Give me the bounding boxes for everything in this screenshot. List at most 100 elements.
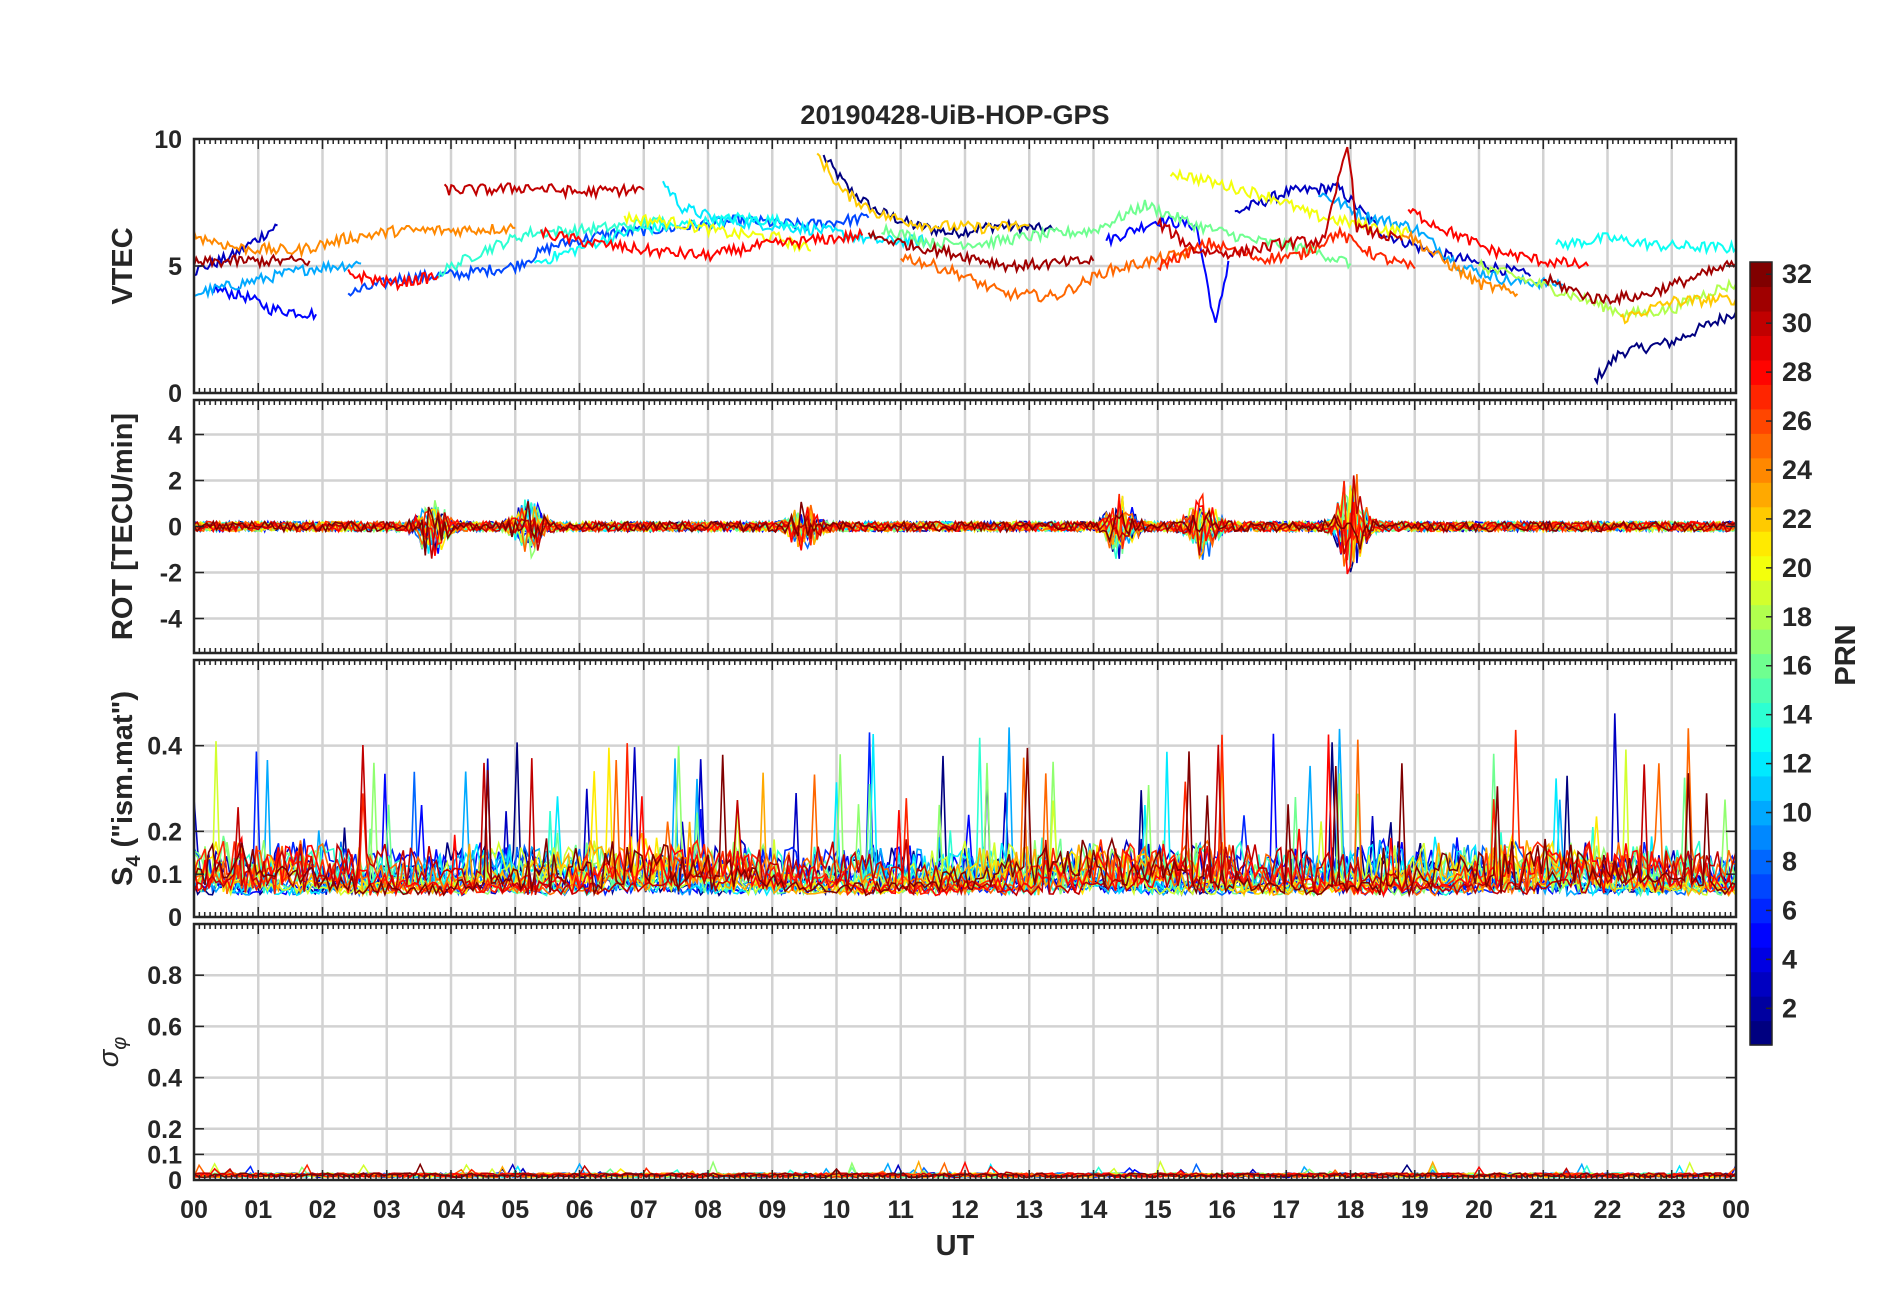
vtec-line-prn-28 xyxy=(1407,207,1590,270)
y-tick-label: 0.1 xyxy=(147,861,182,889)
x-tick-label: 07 xyxy=(630,1196,658,1224)
colorbar-band xyxy=(1750,433,1772,459)
colorbar-band xyxy=(1750,653,1772,679)
colorbar-frame xyxy=(1749,261,1773,1046)
colorbar-tick-label: 6 xyxy=(1782,895,1797,925)
x-tick-label: 17 xyxy=(1272,1196,1300,1224)
panel-frame xyxy=(192,658,1738,919)
colorbar-band xyxy=(1750,555,1772,581)
colorbar-band xyxy=(1750,800,1772,826)
vtec-line-prn-31 xyxy=(193,253,311,270)
colorbar-band xyxy=(1750,408,1772,434)
x-tick-label: 00 xyxy=(1722,1196,1750,1224)
x-tick-label: 12 xyxy=(951,1196,979,1224)
chart-title: 20190428-UiB-HOP-GPS xyxy=(800,100,1109,130)
colorbar-band xyxy=(1750,775,1772,801)
y-tick-label: 4 xyxy=(168,422,182,450)
y-tick-label: 0.8 xyxy=(147,962,182,990)
colorbar-band xyxy=(1750,726,1772,752)
x-tick-label: 10 xyxy=(823,1196,851,1224)
colorbar-band xyxy=(1750,824,1772,850)
y-axis-title-rot: ROT [TECU/min] xyxy=(107,413,139,640)
vtec-line-prn-31 xyxy=(867,229,1095,275)
colorbar-tick-label: 22 xyxy=(1782,504,1812,534)
x-tick-label: 11 xyxy=(888,1196,915,1224)
colorbar-band xyxy=(1750,531,1772,557)
x-tick-label: 16 xyxy=(1208,1196,1236,1224)
colorbar-band xyxy=(1750,604,1772,630)
s4-line-prn-28 xyxy=(193,734,1737,898)
colorbar-band xyxy=(1750,629,1772,655)
y-axis-title-sub: φ xyxy=(109,1037,131,1050)
colorbar-band xyxy=(1750,849,1772,875)
x-tick-label: 18 xyxy=(1337,1196,1365,1224)
colorbar-band xyxy=(1750,384,1772,410)
vtec-line-prn-3 xyxy=(193,223,278,277)
y-tick-label: 0.4 xyxy=(147,733,182,761)
vtec-line-prn-22 xyxy=(1619,292,1737,325)
y-axis-title-vtec: VTEC xyxy=(107,227,139,304)
x-axis: 00 01 02 03 04 05 06 07 08 09 10 11 12 13 14 15 16 17 18 19… xyxy=(180,1196,1750,1224)
series-group xyxy=(193,474,1737,575)
panel-frame xyxy=(192,137,1738,395)
y-tick-label: 0.6 xyxy=(147,1013,182,1041)
y-tick-label: 0.2 xyxy=(147,1116,182,1144)
vtec-line-prn-22 xyxy=(816,152,1030,235)
colorbar-band xyxy=(1750,335,1772,361)
y-tick-label: 10 xyxy=(154,126,182,154)
x-tick-label: 04 xyxy=(437,1196,465,1224)
x-tick-label: 22 xyxy=(1594,1196,1622,1224)
y-tick-label: 0.2 xyxy=(147,818,182,846)
y-axis-title-sigma_phi: σφ xyxy=(93,1037,131,1068)
colorbar-band xyxy=(1750,1020,1772,1046)
vtec-line-prn-30 xyxy=(1156,146,1403,261)
vtec-line-prn-1 xyxy=(1593,311,1737,386)
x-tick-label: 15 xyxy=(1144,1196,1172,1224)
y-tick-label: 0.1 xyxy=(147,1141,182,1169)
x-tick-label: 03 xyxy=(373,1196,401,1224)
panel-frame xyxy=(192,922,1738,1182)
x-tick-label: 01 xyxy=(244,1196,272,1224)
vtec-line-prn-25 xyxy=(900,245,1197,303)
colorbar-band xyxy=(1750,677,1772,704)
colorbar-tick-label: 18 xyxy=(1782,602,1812,632)
y-axis-title-sub: 4 xyxy=(123,855,145,867)
colorbar-band xyxy=(1750,482,1772,508)
y-axis-title-tail: ("ism.mat") xyxy=(107,691,139,855)
colorbar-band xyxy=(1750,286,1772,312)
vtec-line-prn-5 xyxy=(212,283,317,322)
x-tick-label: 19 xyxy=(1401,1196,1429,1224)
colorbar-tick-label: 20 xyxy=(1782,553,1812,583)
vtec-line-prn-30 xyxy=(443,182,645,201)
colorbar-tick-label: 2 xyxy=(1782,993,1797,1023)
y-tick-label: -2 xyxy=(160,560,182,588)
panel-vtec: 0 5 10 VTEC xyxy=(107,126,1738,408)
y-tick-label: 2 xyxy=(168,468,182,496)
colorbar-band xyxy=(1750,898,1772,924)
vtec-line-prn-13 xyxy=(1555,232,1737,256)
colorbar-band xyxy=(1750,359,1772,385)
y-tick-label: 0 xyxy=(168,514,182,542)
vtec-line-prn-10 xyxy=(1318,192,1564,291)
vtec-line-prn-13 xyxy=(533,211,799,265)
vtec-line-prn-28 xyxy=(347,269,439,292)
panel-rot: -4 -2 0 2 4 ROT [TECU/min] xyxy=(107,398,1738,655)
vtec-line-prn-10 xyxy=(193,259,362,300)
rot-line-prn-32 xyxy=(193,501,1737,556)
colorbar-band xyxy=(1750,262,1772,288)
colorbar-tick-label: 32 xyxy=(1782,259,1812,289)
s4-line-prn-8 xyxy=(193,771,1737,898)
colorbar-band xyxy=(1750,873,1772,899)
vtec-line-prn-24 xyxy=(193,222,516,259)
colorbar-tick-label: 24 xyxy=(1782,455,1812,485)
colorbar-tick-label: 8 xyxy=(1782,846,1797,876)
x-tick-label: 08 xyxy=(694,1196,722,1224)
colorbar-band xyxy=(1750,947,1772,973)
colorbar-tick-label: 12 xyxy=(1782,749,1812,779)
y-tick-label: -4 xyxy=(160,606,182,634)
x-tick-label: 20 xyxy=(1465,1196,1493,1224)
s4-line-prn-32 xyxy=(193,747,1737,898)
x-tick-label: 00 xyxy=(180,1196,208,1224)
colorbar-band xyxy=(1750,922,1772,948)
